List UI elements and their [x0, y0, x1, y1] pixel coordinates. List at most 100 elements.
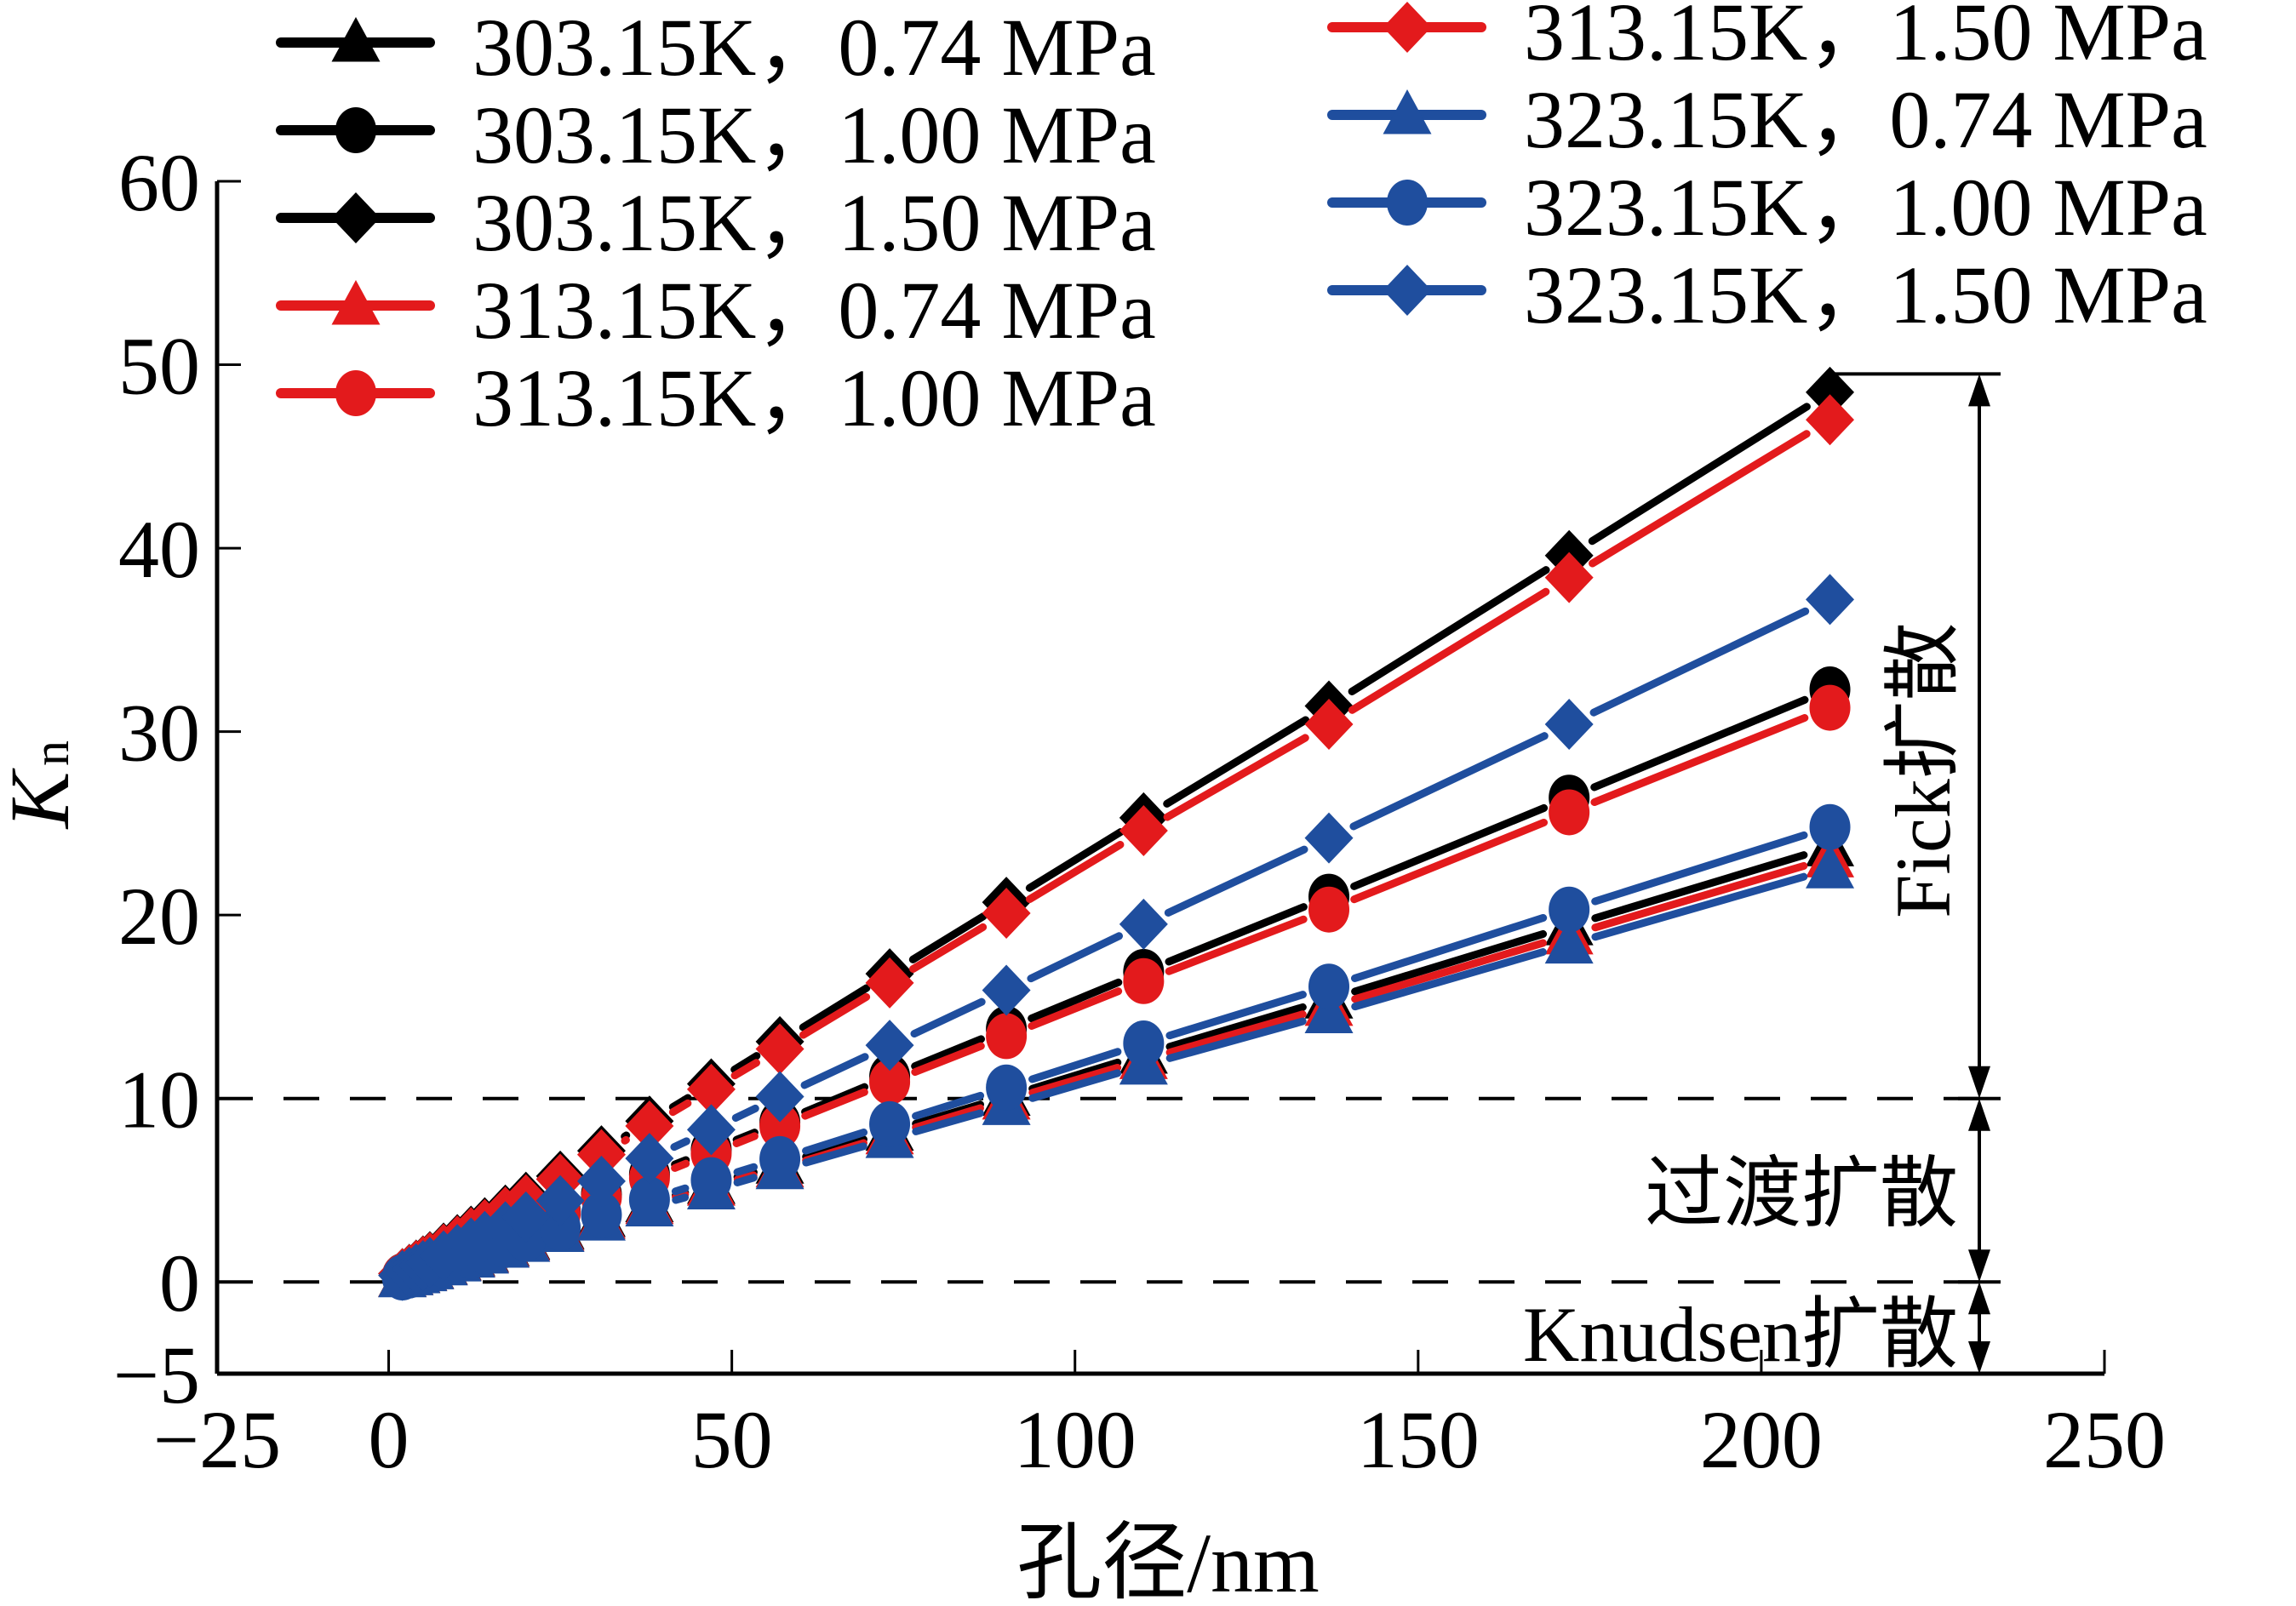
legend-label: 323.15K，1.00 MPa	[1524, 162, 2207, 253]
series-line-segment	[730, 1059, 760, 1080]
series-line-segment	[1588, 403, 1811, 546]
series-line-segment	[1028, 1058, 1122, 1093]
series-line-segment	[911, 1035, 985, 1071]
arrow-head-down-icon	[1968, 1341, 1990, 1374]
legend-label: 303.15K，1.50 MPa	[472, 177, 1156, 268]
series-line-segment	[910, 997, 986, 1038]
series-line-segment	[1165, 1010, 1307, 1057]
series-line-segment	[1351, 929, 1548, 996]
reference-lines	[217, 1096, 1992, 1284]
y-tick-label: 10	[118, 1054, 200, 1146]
series-line-segment	[668, 1099, 692, 1117]
data-point-diamond	[1806, 394, 1855, 446]
series-line-segment	[799, 984, 871, 1032]
series-line-segment	[671, 1159, 690, 1172]
series-line-segment	[1591, 872, 1808, 941]
data-point-diamond	[982, 887, 1031, 939]
legend-item: 323.15K，1.00 MPa	[1327, 162, 2207, 253]
y-tick-label: 0	[159, 1237, 200, 1329]
legend-item: 303.15K，0.74 MPa	[276, 2, 1156, 93]
series-line-segment	[1165, 915, 1308, 975]
legend-item: 303.15K，1.00 MPa	[276, 89, 1156, 180]
data-point-diamond	[1304, 812, 1354, 864]
y-tick-label: 40	[118, 504, 200, 595]
legend-label: 323.15K，1.50 MPa	[1524, 249, 2207, 340]
series-line-segment	[1028, 1048, 1122, 1083]
series-line-segment	[670, 1137, 690, 1152]
data-point-diamond	[576, 1129, 626, 1180]
series-line-segment	[1349, 732, 1549, 831]
legend-marker-triangle-icon	[331, 280, 381, 325]
series-line-segment	[1165, 903, 1308, 966]
series-line-segment	[912, 1091, 985, 1120]
data-point-circle	[1123, 1020, 1165, 1067]
y-axis-title: K n	[0, 740, 87, 830]
data-point-circle	[1549, 886, 1590, 933]
series-line-segment	[1028, 1069, 1122, 1102]
series-line-segment	[912, 1104, 984, 1132]
series-line-segment	[1165, 1003, 1307, 1051]
x-tick-label: 100	[1014, 1394, 1137, 1485]
data-point-diamond	[1304, 698, 1354, 750]
series-line-segment	[1028, 987, 1123, 1030]
legend-label: 313.15K，1.50 MPa	[1524, 0, 2207, 77]
series-line-segment	[801, 1083, 869, 1116]
series-line-segment	[1591, 851, 1808, 923]
y-tick-label: 50	[118, 321, 200, 412]
x-tick-label: 200	[1700, 1394, 1823, 1485]
series-line-segment	[1028, 978, 1123, 1023]
data-point-circle	[690, 1157, 732, 1203]
x-tick-label: 0	[369, 1394, 409, 1485]
series-line-segment	[800, 1053, 869, 1089]
series-line-segment	[672, 1193, 690, 1204]
data-point-triangle	[1806, 843, 1855, 889]
series-line-segment	[801, 1088, 868, 1120]
legend-marker-diamond-icon	[1383, 265, 1432, 316]
series-line-segment	[731, 1104, 759, 1122]
x-tick-label: 150	[1357, 1394, 1480, 1485]
data-point-circle	[1123, 957, 1165, 1004]
arrow-head-up-icon	[1968, 1098, 1990, 1131]
data-point-diamond	[1544, 552, 1594, 603]
series-line-segment	[1026, 841, 1125, 904]
data-point-diamond	[755, 1071, 804, 1123]
x-tick-label: 250	[2043, 1394, 2166, 1485]
arrow-head-down-icon	[1968, 1066, 1990, 1099]
legend-label: 313.15K，0.74 MPa	[472, 265, 1156, 356]
data-point-triangle	[1304, 988, 1354, 1034]
series-line-segment	[1025, 828, 1125, 892]
data-point-circle	[1809, 803, 1851, 850]
data-point-diamond	[1119, 805, 1168, 857]
data-point-diamond	[1806, 574, 1855, 626]
data-point-circle	[540, 1204, 581, 1251]
series-line-segment	[909, 923, 988, 973]
legend-marker-triangle-icon	[1383, 89, 1432, 134]
data-point-diamond	[1806, 366, 1855, 418]
legend-marker-triangle-icon	[331, 17, 381, 62]
legend-marker-circle-icon	[335, 370, 376, 416]
legend-marker-diamond-icon	[1383, 2, 1432, 53]
data-point-triangle	[1544, 918, 1594, 964]
data-point-diamond	[535, 1174, 585, 1226]
series-line-segment	[1163, 716, 1310, 808]
data-point-circle	[869, 1059, 911, 1106]
series-line-segment	[1348, 566, 1550, 695]
data-point-circle	[986, 1064, 1028, 1111]
x-tick-label: 50	[691, 1394, 773, 1485]
data-point-diamond	[982, 964, 1031, 1016]
series-line-segment	[911, 1042, 985, 1077]
data-point-circle	[1308, 963, 1350, 1010]
data-point-diamond	[755, 1023, 804, 1075]
knudsen-region-label: Knudsen扩散	[1523, 1291, 1958, 1378]
series-line-segment	[1351, 939, 1548, 1003]
arrow-head-up-icon	[1968, 1282, 1990, 1315]
series-line-segment	[1590, 714, 1809, 807]
series-line-segment	[799, 992, 871, 1039]
series-line-segment	[1028, 1063, 1122, 1097]
y-tick-label: −5	[113, 1329, 200, 1420]
series-line-segment	[1589, 607, 1810, 717]
y-tick-label: 60	[118, 137, 200, 228]
data-point-diamond	[501, 1191, 551, 1243]
